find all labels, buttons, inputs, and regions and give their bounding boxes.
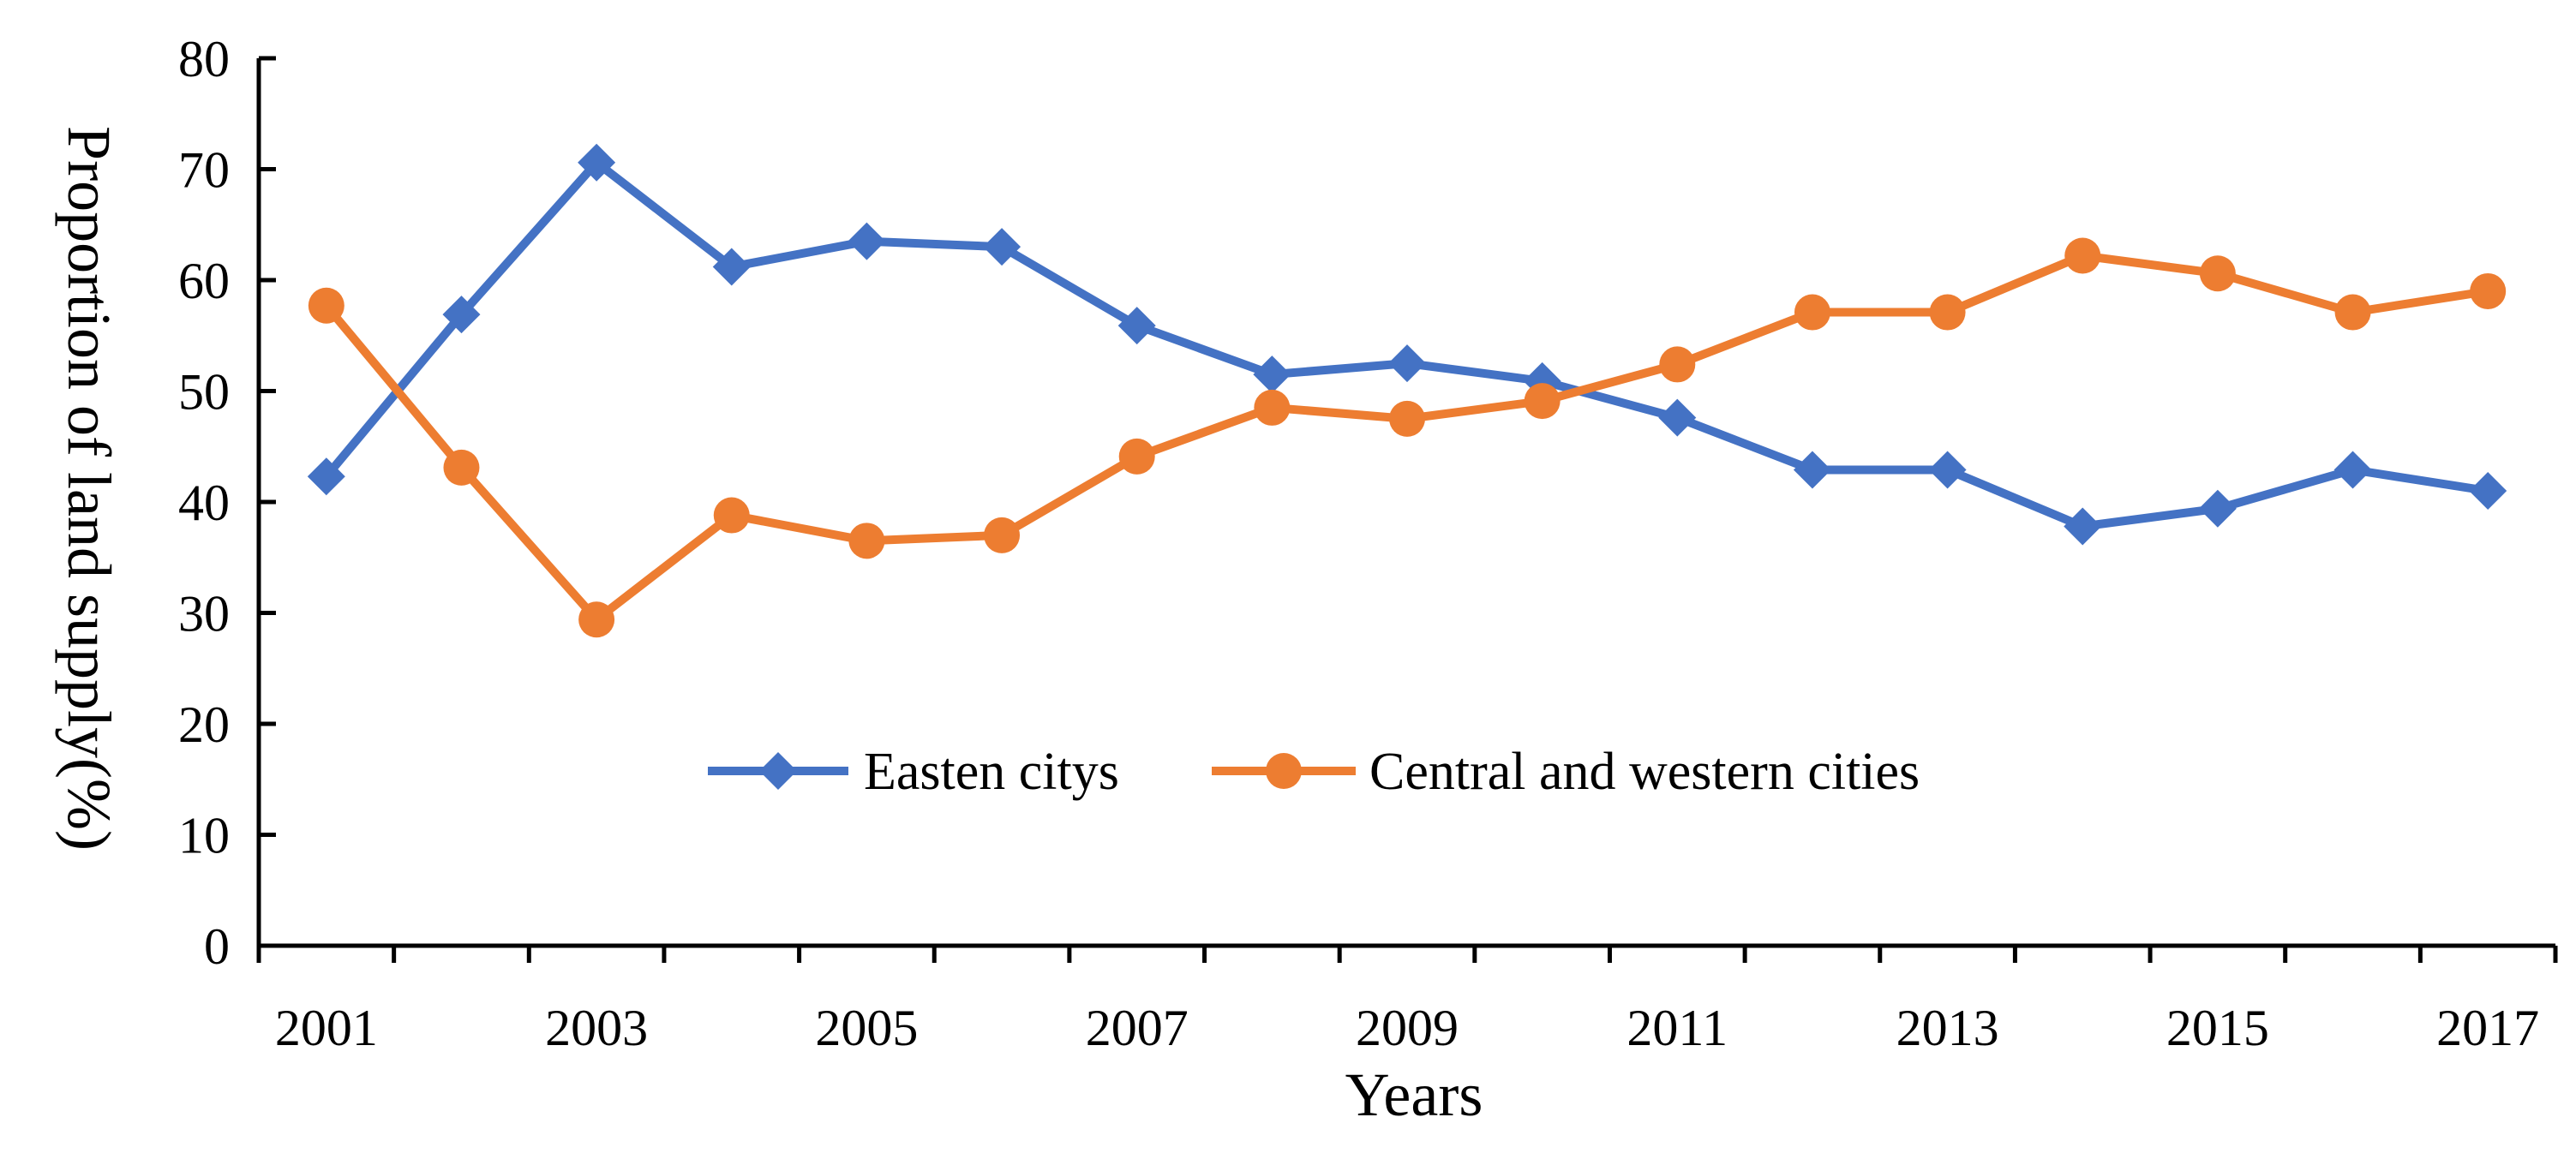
data-point [848,523,885,559]
data-point [848,222,886,260]
y-tick-label: 60 [178,253,230,309]
series-easten-citys [307,143,2507,546]
x-tick-label: 2001 [275,1000,378,1056]
data-point [1524,383,1561,420]
x-tick-label: 2013 [1896,1000,1999,1056]
x-tick-label: 2005 [815,1000,918,1056]
y-tick-label: 80 [178,31,230,87]
data-point [1794,294,1830,331]
data-point [308,287,344,324]
data-point [307,457,345,496]
data-point [2469,472,2507,511]
data-point [2064,507,2102,546]
data-point [2334,294,2371,331]
x-tick-label: 2011 [1626,1000,1728,1056]
axes: 0 10 20 30 40 50 60 70 80 2001 2003 2005 2007 2009 201… [178,31,2558,1056]
x-tick-label: 2009 [1356,1000,1459,1056]
data-point [2333,451,2372,489]
legend-entry: Easten citys [708,743,1119,801]
data-point [713,497,750,534]
data-point [1254,389,1291,426]
data-point [442,296,481,334]
x-axis-title: Years [1345,1060,1483,1129]
data-point [983,228,1021,266]
legend-entry: Central and western cities [1212,743,1920,801]
y-tick-label: 70 [178,142,230,199]
y-tick-label: 40 [178,475,230,531]
series-line [322,158,2489,531]
y-tick-label: 50 [178,364,230,421]
data-point [1117,307,1156,345]
legend-label: Easten citys [864,743,1119,801]
legend-marker [1266,753,1302,789]
y-tick-label: 0 [204,918,230,975]
data-point [1659,346,1696,383]
data-point [1793,451,1831,489]
x-tick-label: 2015 [2166,1000,2269,1056]
x-tick-label: 2007 [1086,1000,1189,1056]
legend: Easten citys Central and western cities [708,743,1920,801]
data-point [2064,237,2101,274]
y-tick-label: 20 [178,696,230,753]
data-point [578,143,616,182]
data-point [578,601,615,638]
data-point [712,248,751,286]
series-layer [307,143,2507,638]
data-point [1253,355,1291,394]
legend-label: Central and western cities [1369,743,1920,801]
data-point [1929,294,1966,331]
data-point [1389,400,1425,437]
data-point [2470,272,2507,309]
legend-marker [759,752,797,790]
data-point [1928,451,1967,489]
data-point [2198,489,2237,528]
data-point [1658,398,1697,437]
data-point [1118,438,1155,475]
y-tick-label: 10 [178,808,230,864]
data-point [443,449,480,486]
y-tick-label: 30 [178,586,230,642]
data-point [1388,344,1426,383]
data-point [2199,255,2236,292]
x-tick-label: 2003 [545,1000,648,1056]
y-axis-title: Proportion of land supply(%) [55,126,123,851]
series-line [322,251,2489,624]
x-tick-label: 2017 [2436,1000,2539,1056]
series-central-and-western-cities [308,237,2507,638]
data-point [984,517,1021,553]
